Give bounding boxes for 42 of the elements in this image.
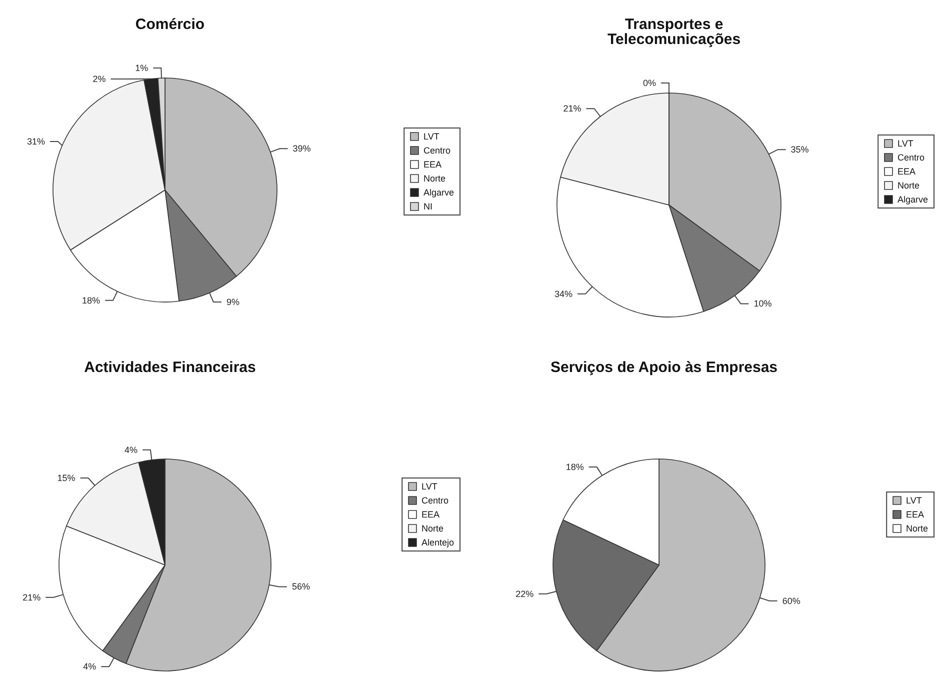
legend-label: LVT <box>906 496 922 506</box>
legend-label: Centro <box>421 496 448 506</box>
data-label: 18% <box>82 295 100 306</box>
data-label: 35% <box>790 144 809 155</box>
legend-label: EEA <box>906 510 924 520</box>
legend-label: LVT <box>423 132 440 142</box>
chart-title: Serviços de Apoio às Empresas <box>550 359 778 376</box>
data-label: 1% <box>135 63 148 74</box>
data-label: 21% <box>22 592 41 602</box>
legend-label: Alentejo <box>421 538 454 548</box>
legend-label: LVT <box>897 138 914 148</box>
data-label: 21% <box>563 104 582 114</box>
text: 0% <box>642 78 656 88</box>
legend-label: Centro <box>897 152 924 162</box>
data-label: 34% <box>554 288 572 299</box>
data-label: 2% <box>92 74 106 84</box>
data-label: 4% <box>83 662 96 672</box>
chart-title: Comércio <box>135 16 205 33</box>
data-label: 31% <box>26 136 45 147</box>
legend-label: Algarve <box>897 194 928 204</box>
data-label: 22% <box>516 588 534 599</box>
legend-label: Norte <box>423 174 446 184</box>
chart-title: Actividades Financeiras <box>84 359 256 376</box>
data-label: 15% <box>57 472 76 483</box>
data-label: 4% <box>124 444 138 455</box>
legend-label: Norte <box>897 180 920 190</box>
legend-label: LVT <box>421 482 438 492</box>
legend-label: EEA <box>423 160 442 170</box>
legend-label: EEA <box>421 510 440 520</box>
data-label: 10% <box>754 298 772 309</box>
legend-label: Norte <box>421 524 444 534</box>
data-label: 60% <box>782 596 800 606</box>
legend-label: Algarve <box>423 188 454 198</box>
legend-label: EEA <box>897 166 916 176</box>
legend-label: Centro <box>423 146 450 156</box>
data-label: 18% <box>566 462 584 472</box>
legend-label: NI <box>423 202 432 212</box>
data-label: 39% <box>292 144 311 154</box>
chart-title: Transportes e Telecomunicações <box>607 16 741 48</box>
data-label: 56% <box>292 582 310 592</box>
data-label: 9% <box>226 296 240 307</box>
legend-label: Norte <box>906 524 928 534</box>
